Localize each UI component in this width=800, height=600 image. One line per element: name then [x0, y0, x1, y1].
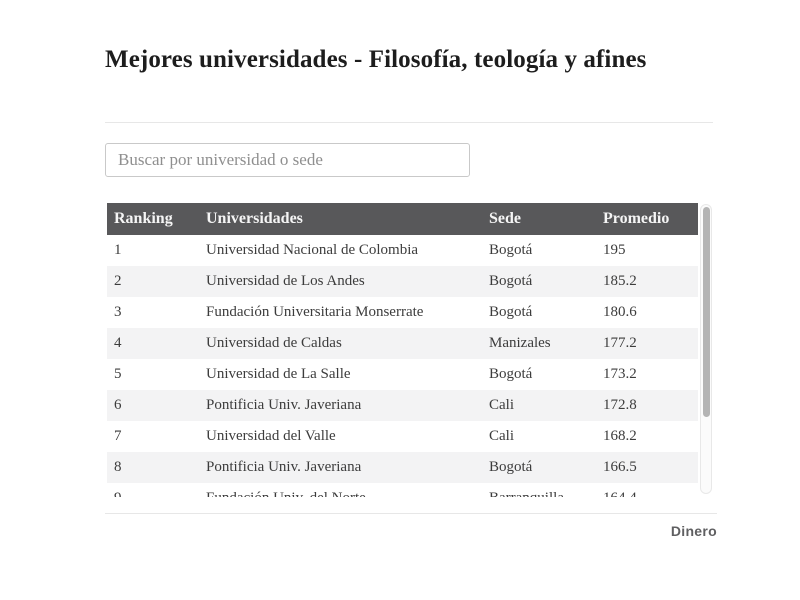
cell-sede: Bogotá: [489, 452, 603, 483]
column-header-promedio: Promedio: [603, 203, 698, 235]
cell-sede: Cali: [489, 390, 603, 421]
cell-sede: Bogotá: [489, 242, 533, 258]
cell-promedio: 173.2: [603, 366, 637, 382]
ranking-table-viewport: Ranking Universidades Sede Promedio 1 Uni…: [105, 203, 715, 497]
cell-ranking: 1: [114, 242, 122, 258]
cell-promedio: 172.8: [603, 390, 698, 421]
cell-universidad: Universidad de Caldas: [206, 328, 489, 359]
cell-sede: Bogotá: [489, 304, 533, 320]
scrollbar-track[interactable]: [700, 204, 712, 494]
cell-promedio: 168.2: [603, 428, 637, 444]
cell-sede: Cali: [489, 428, 514, 444]
cell-universidad: Pontificia Univ. Javeriana: [206, 452, 489, 483]
cell-universidad: Universidad Nacional de Colombia: [206, 242, 419, 258]
cell-ranking: 6: [107, 390, 206, 421]
cell-promedio: 177.2: [603, 328, 698, 359]
bottom-divider: [105, 513, 717, 514]
cell-ranking: 5: [114, 366, 122, 382]
cell-promedio: 166.5: [603, 452, 698, 483]
cell-universidad: Universidad de Los Andes: [206, 266, 489, 297]
cell-universidad: Fundación Universitaria Monserrate: [206, 304, 424, 320]
cell-universidad: Universidad de La Salle: [206, 366, 351, 382]
table-row: 2 Universidad de Los Andes Bogotá 185.2: [107, 266, 698, 297]
table-row: 4 Universidad de Caldas Manizales 177.2: [107, 328, 698, 359]
brand-logo: Dinero: [670, 523, 717, 539]
cell-promedio: 180.6: [603, 304, 637, 320]
cell-ranking: 8: [107, 452, 206, 483]
cell-sede: Manizales: [489, 328, 603, 359]
cell-sede: Barranquilla: [489, 483, 603, 497]
cell-ranking: 9: [107, 483, 206, 497]
table-body: 1 Universidad Nacional de Colombia Bogotá 1…: [107, 235, 698, 497]
table-row: 5 Universidad de La Salle Bogotá 173.2: [107, 359, 698, 390]
cell-ranking: 3: [114, 304, 122, 320]
table-row: 8 Pontificia Univ. Javeriana Bogotá 166.5: [107, 452, 698, 483]
table-row: 7 Universidad del Valle Cali 168.2: [107, 421, 698, 452]
column-header-ranking: Ranking: [107, 203, 206, 235]
cell-ranking: 7: [114, 428, 122, 444]
ranking-table: Ranking Universidades Sede Promedio 1 Uni…: [107, 203, 698, 497]
top-divider: [105, 122, 713, 123]
scrollbar-thumb[interactable]: [703, 207, 710, 417]
cell-ranking: 4: [107, 328, 206, 359]
table-row: 1 Universidad Nacional de Colombia Bogotá 1…: [107, 235, 698, 266]
cell-sede: Bogotá: [489, 266, 603, 297]
cell-promedio: 185.2: [603, 266, 698, 297]
column-header-universidades: Universidades: [206, 203, 489, 235]
cell-universidad: Pontificia Univ. Javeriana: [206, 390, 489, 421]
table-header: Ranking Universidades Sede Promedio: [107, 203, 698, 235]
search-input[interactable]: [105, 143, 470, 177]
table-row: 6 Pontificia Univ. Javeriana Cali 172.8: [107, 390, 698, 421]
page-title: Mejores universidades - Filosofía, teolo…: [105, 46, 647, 73]
cell-promedio: 195: [603, 242, 626, 258]
table-header-row: Ranking Universidades Sede Promedio: [107, 203, 698, 235]
cell-ranking: 2: [107, 266, 206, 297]
column-header-sede: Sede: [489, 203, 603, 235]
table-row: 3 Fundación Universitaria Monserrate Bogot…: [107, 297, 698, 328]
cell-promedio: 164.4: [603, 483, 698, 497]
cell-universidad: Fundación Univ. del Norte: [206, 483, 489, 497]
table-row: 9Fundación Univ. del NorteBarranquilla16…: [107, 483, 698, 497]
cell-sede: Bogotá: [489, 366, 533, 382]
cell-universidad: Universidad del Valle: [206, 428, 336, 444]
